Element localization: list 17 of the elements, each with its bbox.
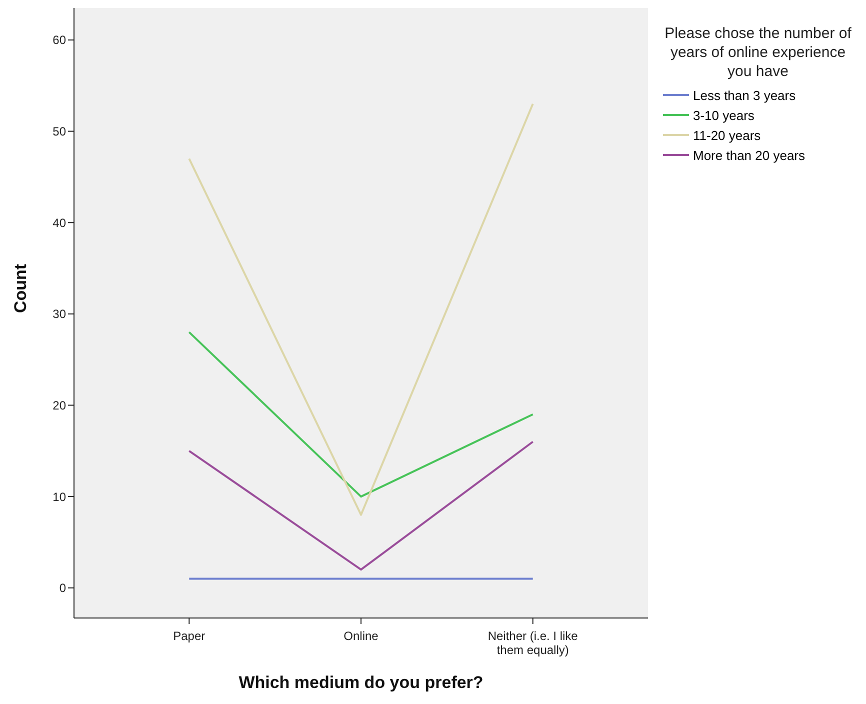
y-tick-label: 40 (52, 216, 66, 230)
x-axis-title: Which medium do you prefer? (238, 673, 484, 692)
legend-label: More than 20 years (693, 148, 806, 162)
legend-label: 3-10 years (693, 108, 754, 122)
x-tick-label: Online (344, 629, 379, 643)
y-tick-label: 60 (52, 33, 66, 48)
x-tick-label: Neither (i.e. I like them equally) (488, 629, 578, 657)
y-tick-label: 10 (52, 490, 66, 504)
y-tick-label: 0 (59, 581, 66, 596)
y-tick-label: 50 (52, 124, 66, 139)
legend-title: Please chose the number of years of online experience you have (664, 24, 852, 81)
legend-label: 11-20 years (693, 128, 761, 142)
x-tick-label: Paper (173, 629, 206, 643)
legend-label: Less than 3 years (693, 88, 796, 102)
y-tick-label: 30 (52, 307, 66, 322)
y-tick-label: 20 (52, 398, 66, 412)
y-axis-title: Count (11, 264, 30, 313)
